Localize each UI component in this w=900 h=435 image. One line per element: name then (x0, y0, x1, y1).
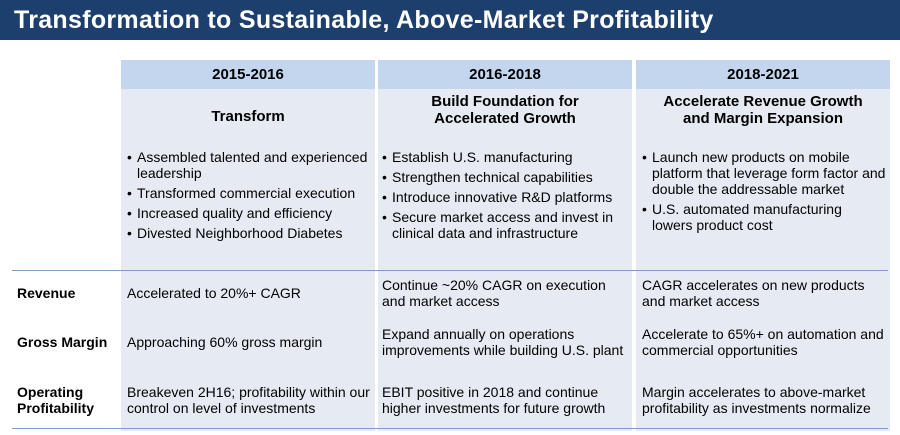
cell-revenue-2015-2016: Accelerated to 20%+ CAGR (127, 285, 301, 301)
bullet-list: • Assembled talented and experienced lead… (127, 149, 371, 245)
bullet-icon: • (642, 201, 647, 217)
bullet-item: • Assembled talented and experienced lead… (127, 149, 368, 181)
bullet-icon: • (382, 189, 387, 205)
bullet-item: • Divested Neighborhood Diabetes (127, 225, 343, 241)
column-subtitle: Transform (121, 108, 375, 125)
cell-gross-margin-2016-2018: Expand annually on operations improvemen… (382, 326, 624, 358)
bullet-icon: • (382, 209, 387, 225)
bullet-icon: • (382, 169, 387, 185)
column-2016-2018: 2016-2018 Build Foundation for Accelerat… (378, 60, 632, 431)
divider (12, 428, 888, 429)
bullet-item: • Strengthen technical capabilities (382, 169, 593, 185)
bullet-list: • Launch new products on mobile platform … (642, 149, 886, 237)
cell-revenue-2018-2021: CAGR accelerates on new products and mar… (642, 277, 865, 309)
bullet-item: • Introduce innovative R&D platforms (382, 189, 613, 205)
bullet-icon: • (382, 149, 387, 165)
cell-gross-margin-2015-2016: Approaching 60% gross margin (127, 334, 323, 350)
cell-operating-profitability-2016-2018: EBIT positive in 2018 and continue highe… (382, 384, 606, 416)
cell-revenue-2016-2018: Continue ~20% CAGR on execution and mark… (382, 277, 606, 309)
column-subtitle: Accelerate Revenue Growth and Margin Exp… (636, 93, 890, 127)
cell-operating-profitability-2015-2016: Breakeven 2H16; profitability within our… (127, 384, 370, 416)
cell-operating-profitability-2018-2021: Margin accelerates to above-market profi… (642, 384, 871, 416)
row-label-operating-profitability: Operating Profitability (17, 384, 95, 416)
column-subtitle: Build Foundation for Accelerated Growth (378, 93, 632, 127)
subtitle-line: Transform (211, 108, 285, 125)
bullet-icon: • (127, 205, 132, 221)
bullet-icon: • (642, 149, 647, 165)
bullet-item: • U.S. automated manufacturing lowers pro… (642, 201, 842, 233)
column-2015-2016: 2015-2016 Transform • Assembled talented … (121, 60, 375, 431)
column-2018-2021: 2018-2021 Accelerate Revenue Growth and … (636, 60, 890, 431)
bullet-icon: • (127, 185, 132, 201)
column-header: 2015-2016 (121, 60, 375, 89)
subtitle-line: Accelerated Growth (434, 110, 576, 127)
bullet-item: • Launch new products on mobile platform … (642, 149, 886, 197)
subtitle-line: and Margin Expansion (682, 110, 844, 127)
subtitle-line: Build Foundation for (431, 93, 579, 110)
page-title: Transformation to Sustainable, Above-Mar… (0, 0, 900, 40)
bullet-icon: • (127, 149, 132, 165)
bullet-item: • Secure market access and invest in clin… (382, 209, 613, 241)
cell-gross-margin-2018-2021: Accelerate to 65%+ on automation and com… (642, 326, 884, 358)
divider (12, 270, 888, 271)
bullet-list: • Establish U.S. manufacturing • Strengthe… (382, 149, 628, 245)
bullet-item: • Establish U.S. manufacturing (382, 149, 573, 165)
bullet-item: • Transformed commercial execution (127, 185, 356, 201)
row-label-revenue: Revenue (17, 285, 76, 301)
subtitle-line: Accelerate Revenue Growth (663, 93, 863, 110)
bullet-icon: • (127, 225, 132, 241)
bullet-item: • Increased quality and efficiency (127, 205, 333, 221)
column-header: 2018-2021 (636, 60, 890, 89)
column-header: 2016-2018 (378, 60, 632, 89)
row-label-gross-margin: Gross Margin (17, 334, 108, 350)
